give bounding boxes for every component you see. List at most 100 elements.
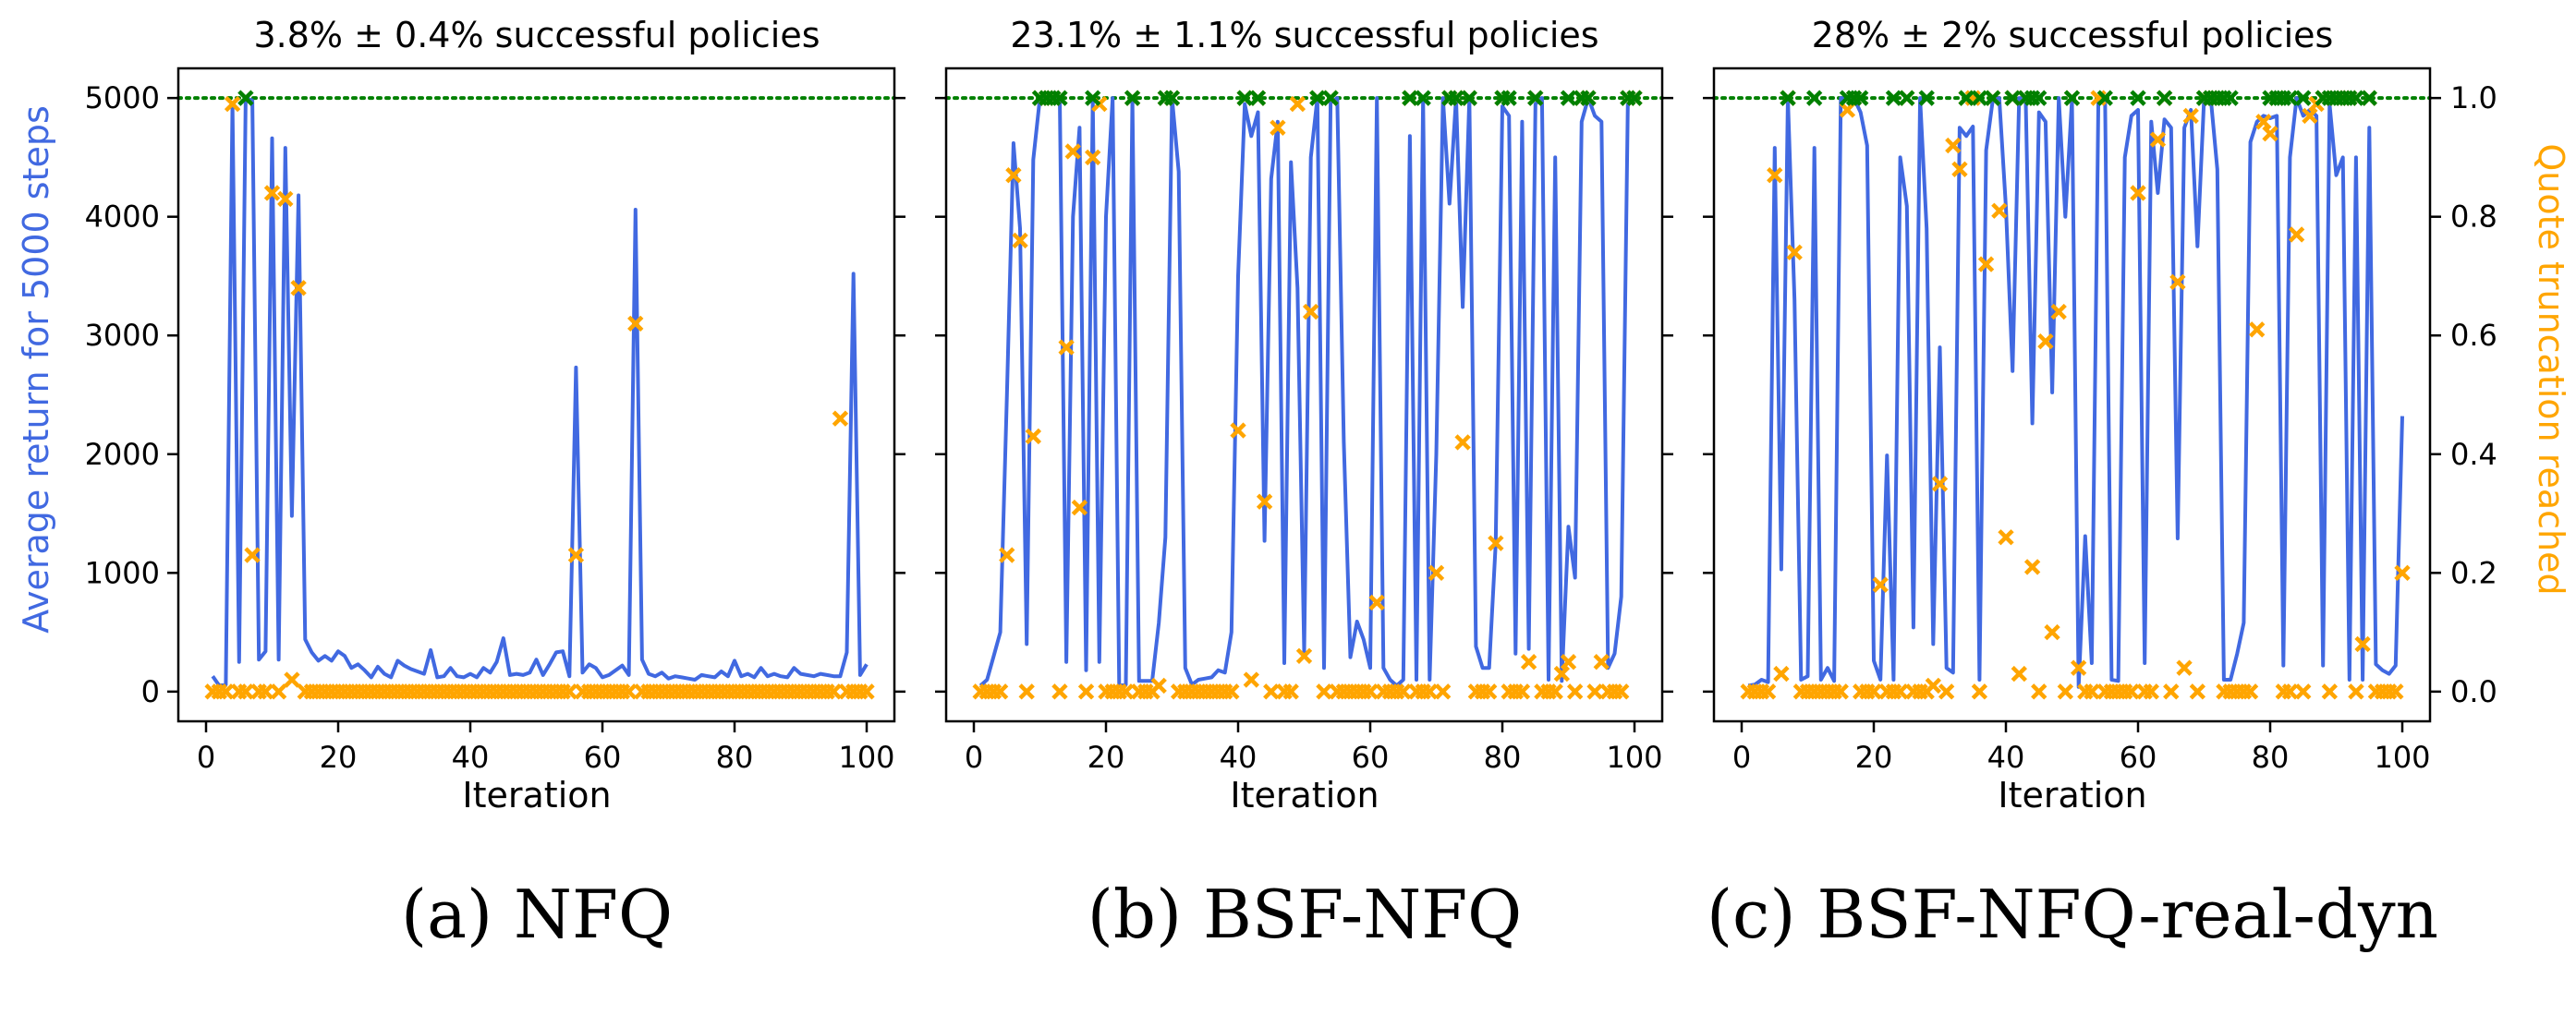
x-axis-label: Iteration: [1230, 775, 1379, 816]
truncation-marker: [1560, 654, 1577, 671]
truncation-marker: [1368, 594, 1385, 611]
truncation-marker: [627, 315, 644, 332]
truncation-marker: [2321, 683, 2339, 700]
success-marker: [1853, 90, 1869, 106]
truncation-marker: [1071, 499, 1088, 516]
success-marker: [1163, 90, 1181, 106]
y-tick-label-left: 1000: [85, 555, 160, 590]
truncation-marker: [1289, 95, 1306, 113]
success-marker: [2361, 90, 2377, 106]
truncation-marker: [1263, 683, 1280, 700]
truncation-marker: [2189, 683, 2206, 700]
truncation-marker: [1786, 244, 1803, 260]
truncation-marker: [2130, 185, 2146, 201]
truncation-marker: [1085, 149, 1101, 166]
truncation-marker: [1513, 683, 1531, 700]
truncation-marker: [2242, 683, 2259, 700]
truncation-marker: [1767, 167, 1783, 184]
success-marker: [1249, 90, 1267, 106]
success-marker: [1415, 90, 1431, 106]
truncation-marker: [2031, 683, 2047, 700]
truncation-marker: [832, 410, 849, 427]
panel-caption: (c) BSF-NFQ-real-dyn: [1707, 876, 2438, 953]
success-marker: [1780, 90, 1796, 106]
truncation-marker: [1270, 119, 1286, 136]
truncation-marker: [263, 185, 281, 201]
truncation-marker: [237, 683, 254, 700]
truncation-marker: [1951, 161, 1968, 177]
series-return-line: [1747, 96, 2404, 689]
plot-frame: [1712, 66, 2432, 723]
truncation-marker: [2249, 321, 2266, 338]
truncation-marker: [1243, 671, 1259, 688]
truncation-marker: [1613, 683, 1630, 700]
truncation-marker: [1295, 647, 1313, 664]
y-tick-label-left: 5000: [85, 80, 160, 115]
plot-frame: [176, 66, 896, 723]
y-tick-label-right: 0.8: [2450, 199, 2497, 235]
truncation-marker: [1064, 143, 1081, 160]
truncation-marker: [2182, 107, 2199, 125]
series-return-line: [978, 96, 1635, 688]
truncation-marker: [2143, 683, 2159, 700]
x-tick-label: 80: [1484, 740, 1522, 775]
truncation-marker: [2163, 683, 2180, 700]
right-y-axis-label: Quote truncation reached: [2531, 143, 2571, 595]
x-tick-label: 20: [1088, 740, 1125, 775]
truncation-marker: [2070, 659, 2087, 676]
truncation-marker: [284, 671, 300, 688]
success-marker: [2096, 90, 2113, 106]
success-marker: [1322, 90, 1339, 106]
success-marker: [2156, 90, 2173, 106]
truncation-marker: [2295, 683, 2312, 700]
panel-caption: (a) NFQ: [401, 876, 673, 953]
success-marker: [1899, 90, 1915, 106]
success-marker: [2063, 90, 2081, 106]
x-tick-label: 40: [1220, 740, 1258, 775]
success-marker: [1085, 90, 1101, 106]
truncation-marker: [1547, 683, 1563, 700]
x-tick-label: 100: [1606, 740, 1662, 775]
y-tick-label-left: 4000: [85, 199, 160, 235]
success-marker: [1985, 90, 2001, 106]
truncation-marker: [1593, 654, 1610, 671]
truncation-marker: [1773, 665, 1790, 683]
success-marker: [2295, 90, 2312, 106]
truncation-marker: [2176, 659, 2193, 676]
truncation-marker: [1302, 303, 1319, 320]
truncation-marker: [2348, 683, 2364, 700]
x-tick-label: 0: [1732, 740, 1751, 775]
truncation-marker: [1051, 683, 1068, 700]
truncation-marker: [1421, 683, 1439, 700]
truncation-marker: [825, 683, 842, 700]
truncation-marker: [2354, 635, 2371, 653]
truncation-marker: [561, 683, 577, 700]
truncation-marker: [2388, 683, 2404, 700]
truncation-marker: [858, 683, 875, 700]
truncation-marker: [2302, 107, 2318, 125]
truncation-marker: [567, 547, 585, 563]
truncation-marker: [257, 683, 274, 700]
success-marker: [1501, 90, 1517, 106]
truncation-marker: [1586, 683, 1603, 700]
truncation-marker: [999, 547, 1015, 563]
truncation-marker: [1931, 476, 1949, 492]
x-tick-label: 40: [452, 740, 490, 775]
x-axis-label: Iteration: [1998, 775, 2146, 816]
plot-frame: [944, 66, 1664, 723]
success-marker: [1527, 90, 1544, 106]
truncation-marker: [2262, 126, 2278, 142]
truncation-marker: [1998, 529, 2014, 546]
truncation-marker: [1891, 683, 1909, 700]
truncation-marker: [1991, 202, 2008, 219]
y-tick-label-left: 0: [141, 674, 160, 709]
left-y-axis-label: Average return for 5000 steps: [16, 105, 56, 634]
truncation-marker: [1012, 232, 1028, 249]
y-tick-label-left: 3000: [85, 318, 160, 353]
x-tick-label: 60: [1352, 740, 1390, 775]
success-marker: [1309, 90, 1326, 106]
truncation-marker: [1150, 677, 1167, 695]
truncation-marker: [217, 683, 235, 700]
panel-bsf-nfq-real-dyn: 28% ± 2% successful policies (c) BSF-NFQ…: [1703, 15, 2497, 953]
success-marker: [2031, 90, 2047, 106]
